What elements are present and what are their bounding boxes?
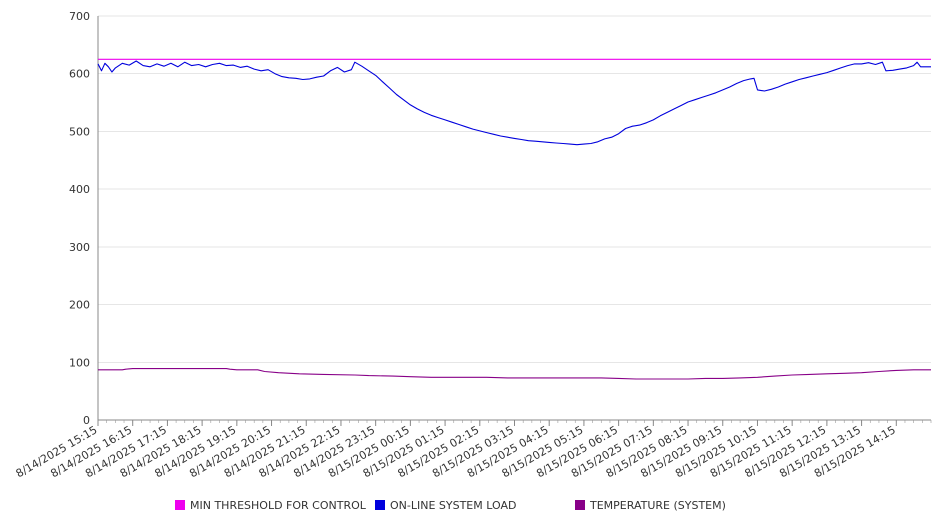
series-line-3 bbox=[98, 368, 931, 380]
legend-swatch bbox=[375, 500, 385, 510]
series-layer bbox=[97, 58, 931, 380]
legend: MIN THRESHOLD FOR CONTROL ON-LINE SYSTEM … bbox=[175, 499, 726, 512]
series-line-2 bbox=[97, 60, 931, 146]
y-axis: 0 100 200 300 400 500 600 700 bbox=[69, 10, 99, 427]
y-tick-label: 200 bbox=[69, 299, 90, 312]
legend-label: TEMPERATURE (SYSTEM) bbox=[589, 499, 726, 512]
legend-swatch bbox=[575, 500, 585, 510]
y-tick-label: 300 bbox=[69, 241, 90, 254]
y-tick-label: 100 bbox=[69, 356, 90, 369]
y-tick-label: 0 bbox=[83, 414, 90, 427]
y-tick-label: 500 bbox=[69, 125, 90, 138]
legend-swatch bbox=[175, 500, 185, 510]
legend-label: ON-LINE SYSTEM LOAD bbox=[390, 499, 516, 512]
legend-label: MIN THRESHOLD FOR CONTROL bbox=[190, 499, 367, 512]
y-tick-label: 700 bbox=[69, 10, 90, 23]
y-tick-label: 600 bbox=[69, 68, 90, 81]
y-tick-label: 400 bbox=[69, 183, 90, 196]
x-axis: 8/14/2025 15:158/14/2025 16:158/14/2025 … bbox=[14, 420, 932, 480]
grid-lines bbox=[98, 15, 931, 421]
